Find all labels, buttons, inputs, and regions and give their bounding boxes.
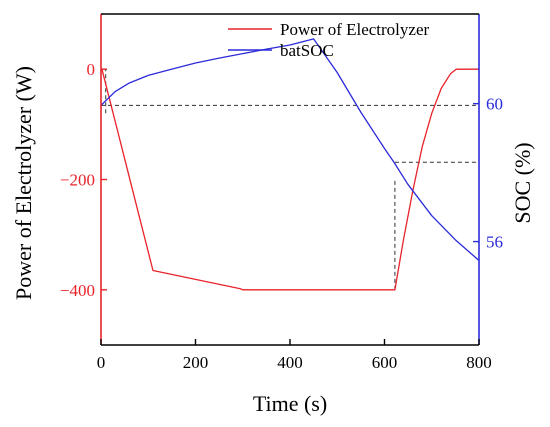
x-tick-label-3: 600 — [372, 353, 398, 372]
series-lines — [100, 38, 480, 291]
x-tick-label-1: 200 — [183, 353, 209, 372]
y-left-tick-label-0: 0 — [87, 60, 96, 79]
x-tick-label-4: 800 — [466, 353, 492, 372]
y-left-axis-label: Power of Electrolyzer (W) — [11, 66, 36, 300]
legend-label-soc: batSOC — [280, 41, 334, 60]
y-right-tick-label-0: 60 — [486, 95, 503, 114]
legend-label-power: Power of Electrolyzer — [280, 20, 429, 39]
y-right-tick-label-1: 56 — [486, 233, 503, 252]
x-axis-label: Time (s) — [253, 391, 327, 416]
guide-lines — [101, 69, 479, 290]
y-right-axis-label: SOC (%) — [510, 142, 535, 223]
series-line-power — [101, 68, 479, 291]
axis-ticks: 0 200 400 600 800 0 −200 −400 60 56 — [60, 60, 503, 372]
series-line-soc — [100, 38, 480, 262]
legend: Power of Electrolyzer batSOC — [228, 20, 429, 60]
y-left-tick-label-1: −200 — [60, 171, 95, 190]
x-tick-label-0: 0 — [97, 353, 106, 372]
y-left-tick-label-2: −400 — [60, 281, 95, 300]
x-tick-label-2: 400 — [277, 353, 303, 372]
